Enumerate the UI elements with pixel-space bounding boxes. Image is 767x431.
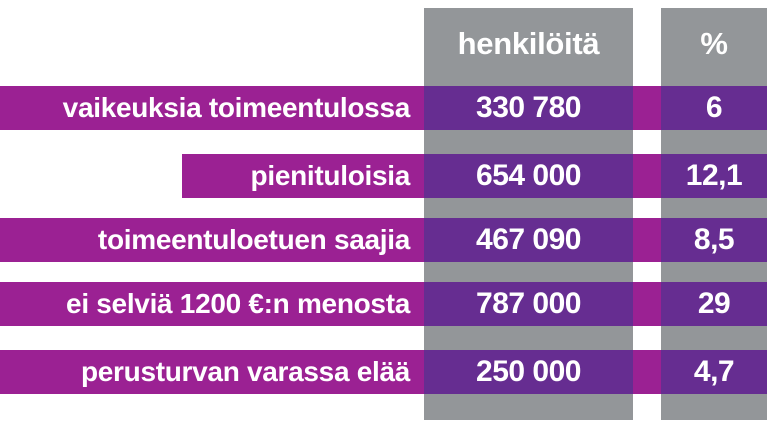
row-percent-value: 29: [697, 287, 731, 320]
row-persons-cell: 467 090: [424, 218, 633, 262]
row-connector-bar: [633, 218, 661, 262]
row-percent-value: 4,7: [693, 355, 735, 388]
row-connector-bar: [633, 86, 661, 130]
row-percent-value: 8,5: [693, 223, 735, 256]
row-persons-cell: 250 000: [424, 350, 633, 394]
row-persons-value: 467 090: [476, 223, 581, 256]
row-persons-value: 330 780: [476, 91, 581, 124]
row-percent-cell: 6: [661, 86, 767, 130]
row-percent-cell: 8,5: [661, 218, 767, 262]
table-row: vaikeuksia toimeentulossa 330 780 6: [0, 86, 767, 130]
row-label: ei selviä 1200 €:n menosta: [66, 288, 410, 319]
row-label-bar: toimeentuloetuen saajia: [0, 218, 424, 262]
row-persons-value: 654 000: [476, 159, 581, 192]
row-persons-value: 250 000: [476, 355, 581, 388]
row-label: vaikeuksia toimeentulossa: [62, 92, 411, 123]
column-header-persons-label: henkilöitä: [457, 25, 600, 61]
table-row: pienituloisia 654 000 12,1: [0, 154, 767, 198]
column-header-percent: %: [661, 8, 767, 78]
row-percent-cell: 4,7: [661, 350, 767, 394]
row-label: perusturvan varassa elää: [80, 356, 410, 387]
row-persons-cell: 654 000: [424, 154, 633, 198]
row-connector-bar: [633, 154, 661, 198]
row-persons-value: 787 000: [476, 287, 581, 320]
table-row: toimeentuloetuen saajia 467 090 8,5: [0, 218, 767, 262]
row-persons-cell: 787 000: [424, 282, 633, 326]
row-percent-cell: 29: [661, 282, 767, 326]
row-label-bar: pienituloisia: [182, 154, 424, 198]
row-connector-bar: [633, 282, 661, 326]
row-label-bar: perusturvan varassa elää: [0, 350, 424, 394]
row-percent-value: 12,1: [685, 159, 743, 192]
row-percent-cell: 12,1: [661, 154, 767, 198]
row-label: toimeentuloetuen saajia: [97, 224, 410, 255]
row-label: pienituloisia: [250, 160, 411, 191]
table-row: ei selviä 1200 €:n menosta 787 000 29: [0, 282, 767, 326]
column-header-percent-label: %: [700, 25, 728, 61]
row-percent-value: 6: [705, 91, 723, 124]
row-connector-bar: [633, 350, 661, 394]
column-header-persons: henkilöitä: [424, 8, 633, 78]
row-label-bar: vaikeuksia toimeentulossa: [0, 86, 424, 130]
row-label-bar: ei selviä 1200 €:n menosta: [0, 282, 424, 326]
table-row: perusturvan varassa elää 250 000 4,7: [0, 350, 767, 394]
row-persons-cell: 330 780: [424, 86, 633, 130]
